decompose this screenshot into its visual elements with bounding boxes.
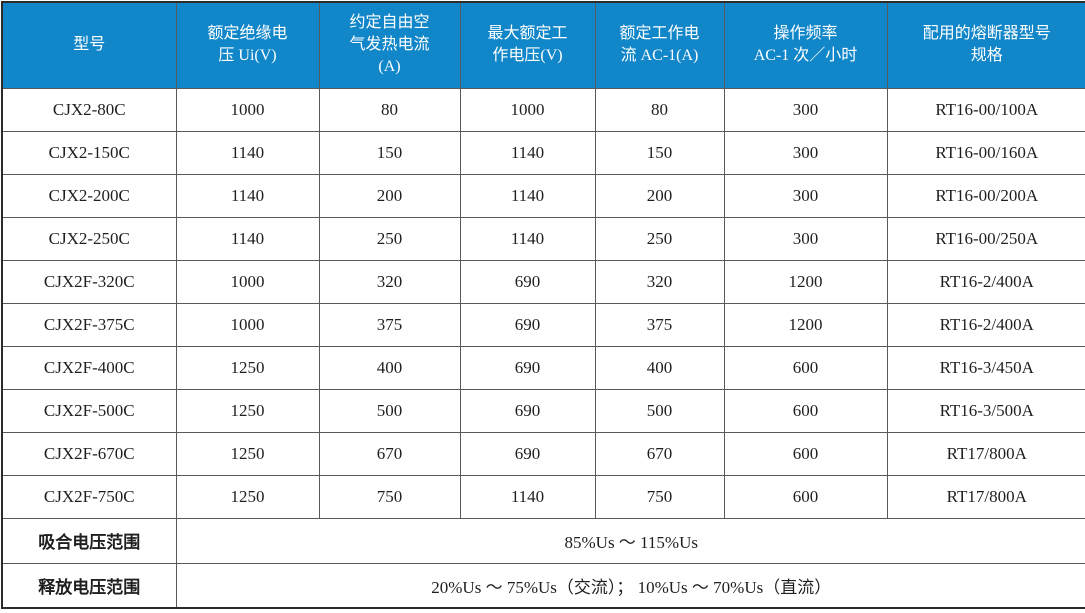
cell-fuse-model: RT16-00/100A <box>886 87 1085 132</box>
table-row: CJX2F-375C 1000 375 690 375 1200 RT16-2/… <box>1 302 1085 347</box>
cell-model: CJX2F-400C <box>1 345 177 390</box>
cell-op-frequency: 300 <box>723 130 888 175</box>
cell-thermal-current: 400 <box>318 345 461 390</box>
cell-thermal-current: 750 <box>318 474 461 519</box>
cell-fuse-model: RT16-00/250A <box>886 216 1085 261</box>
table-row: CJX2-200C 1140 200 1140 200 300 RT16-00/… <box>1 173 1085 218</box>
cell-ac1-current: 320 <box>594 259 725 304</box>
header-operating-frequency: 操作频率 AC-1 次／小时 <box>723 1 888 89</box>
header-rated-insulation-voltage: 额定绝缘电 压 Ui(V) <box>175 1 320 89</box>
cell-model: CJX2F-320C <box>1 259 177 304</box>
cell-insulation-voltage: 1140 <box>175 216 320 261</box>
cell-thermal-current: 150 <box>318 130 461 175</box>
release-voltage-value: 20%Us ～ 75%Us（交流）； 10%Us ～ 70%Us（直流） <box>175 562 1085 609</box>
cell-model: CJX2-200C <box>1 173 177 218</box>
cell-fuse-model: RT17/800A <box>886 431 1085 476</box>
cell-fuse-model: RT16-3/450A <box>886 345 1085 390</box>
table-row: CJX2-150C 1140 150 1140 150 300 RT16-00/… <box>1 130 1085 175</box>
cell-fuse-model: RT16-3/500A <box>886 388 1085 433</box>
cell-model: CJX2F-375C <box>1 302 177 347</box>
pickup-voltage-label: 吸合电压范围 <box>1 517 177 564</box>
cell-op-frequency: 300 <box>723 87 888 132</box>
cell-ac1-current: 200 <box>594 173 725 218</box>
cell-op-frequency: 300 <box>723 173 888 218</box>
cell-insulation-voltage: 1140 <box>175 173 320 218</box>
cell-max-voltage: 690 <box>459 259 596 304</box>
release-voltage-label: 释放电压范围 <box>1 562 177 609</box>
cell-model: CJX2F-670C <box>1 431 177 476</box>
header-rated-operating-current-ac1: 额定工作电 流 AC-1(A) <box>594 1 725 89</box>
cell-insulation-voltage: 1000 <box>175 302 320 347</box>
cell-thermal-current: 200 <box>318 173 461 218</box>
table-row: CJX2F-750C 1250 750 1140 750 600 RT17/80… <box>1 474 1085 519</box>
cell-ac1-current: 500 <box>594 388 725 433</box>
cell-max-voltage: 690 <box>459 302 596 347</box>
cell-thermal-current: 80 <box>318 87 461 132</box>
table-row: CJX2-250C 1140 250 1140 250 300 RT16-00/… <box>1 216 1085 261</box>
cell-fuse-model: RT16-2/400A <box>886 259 1085 304</box>
table-row: CJX2F-400C 1250 400 690 400 600 RT16-3/4… <box>1 345 1085 390</box>
table-row: CJX2F-320C 1000 320 690 320 1200 RT16-2/… <box>1 259 1085 304</box>
cell-max-voltage: 690 <box>459 345 596 390</box>
cell-thermal-current: 320 <box>318 259 461 304</box>
cell-op-frequency: 600 <box>723 431 888 476</box>
header-model: 型号 <box>1 1 177 89</box>
cell-op-frequency: 600 <box>723 474 888 519</box>
cell-op-frequency: 600 <box>723 388 888 433</box>
cell-insulation-voltage: 1000 <box>175 259 320 304</box>
cell-fuse-model: RT16-00/200A <box>886 173 1085 218</box>
cell-fuse-model: RT16-2/400A <box>886 302 1085 347</box>
cell-insulation-voltage: 1250 <box>175 388 320 433</box>
cell-thermal-current: 500 <box>318 388 461 433</box>
cell-model: CJX2F-500C <box>1 388 177 433</box>
table-row: CJX2F-500C 1250 500 690 500 600 RT16-3/5… <box>1 388 1085 433</box>
pickup-voltage-row: 吸合电压范围 85%Us ～ 115%Us <box>1 517 1085 564</box>
cell-model: CJX2-250C <box>1 216 177 261</box>
header-conventional-free-air-thermal-current: 约定自由空 气发热电流 (A) <box>318 1 461 89</box>
cell-model: CJX2-150C <box>1 130 177 175</box>
cell-model: CJX2F-750C <box>1 474 177 519</box>
cell-max-voltage: 690 <box>459 388 596 433</box>
cell-max-voltage: 1000 <box>459 87 596 132</box>
cell-fuse-model: RT16-00/160A <box>886 130 1085 175</box>
cell-ac1-current: 375 <box>594 302 725 347</box>
header-row: 型号 额定绝缘电 压 Ui(V) 约定自由空 气发热电流 (A) 最大额定工 作… <box>1 1 1085 89</box>
table-row: CJX2-80C 1000 80 1000 80 300 RT16-00/100… <box>1 87 1085 132</box>
table-row: CJX2F-670C 1250 670 690 670 600 RT17/800… <box>1 431 1085 476</box>
cell-op-frequency: 1200 <box>723 302 888 347</box>
cell-thermal-current: 670 <box>318 431 461 476</box>
cell-max-voltage: 690 <box>459 431 596 476</box>
cell-ac1-current: 250 <box>594 216 725 261</box>
cell-ac1-current: 670 <box>594 431 725 476</box>
cell-max-voltage: 1140 <box>459 130 596 175</box>
header-max-rated-operating-voltage: 最大额定工 作电压(V) <box>459 1 596 89</box>
cell-ac1-current: 400 <box>594 345 725 390</box>
cell-ac1-current: 750 <box>594 474 725 519</box>
cell-ac1-current: 80 <box>594 87 725 132</box>
cell-model: CJX2-80C <box>1 87 177 132</box>
header-matching-fuse-model: 配用的熔断器型号 规格 <box>886 1 1085 89</box>
cell-max-voltage: 1140 <box>459 474 596 519</box>
cell-fuse-model: RT17/800A <box>886 474 1085 519</box>
cell-insulation-voltage: 1250 <box>175 474 320 519</box>
cell-max-voltage: 1140 <box>459 216 596 261</box>
pickup-voltage-value: 85%Us ～ 115%Us <box>175 517 1085 564</box>
cell-insulation-voltage: 1250 <box>175 431 320 476</box>
cell-thermal-current: 250 <box>318 216 461 261</box>
cell-max-voltage: 1140 <box>459 173 596 218</box>
cell-op-frequency: 1200 <box>723 259 888 304</box>
cell-thermal-current: 375 <box>318 302 461 347</box>
cell-insulation-voltage: 1000 <box>175 87 320 132</box>
cell-ac1-current: 150 <box>594 130 725 175</box>
release-voltage-row: 释放电压范围 20%Us ～ 75%Us（交流）； 10%Us ～ 70%Us（… <box>1 562 1085 609</box>
cell-insulation-voltage: 1250 <box>175 345 320 390</box>
cell-op-frequency: 600 <box>723 345 888 390</box>
cell-insulation-voltage: 1140 <box>175 130 320 175</box>
cell-op-frequency: 300 <box>723 216 888 261</box>
